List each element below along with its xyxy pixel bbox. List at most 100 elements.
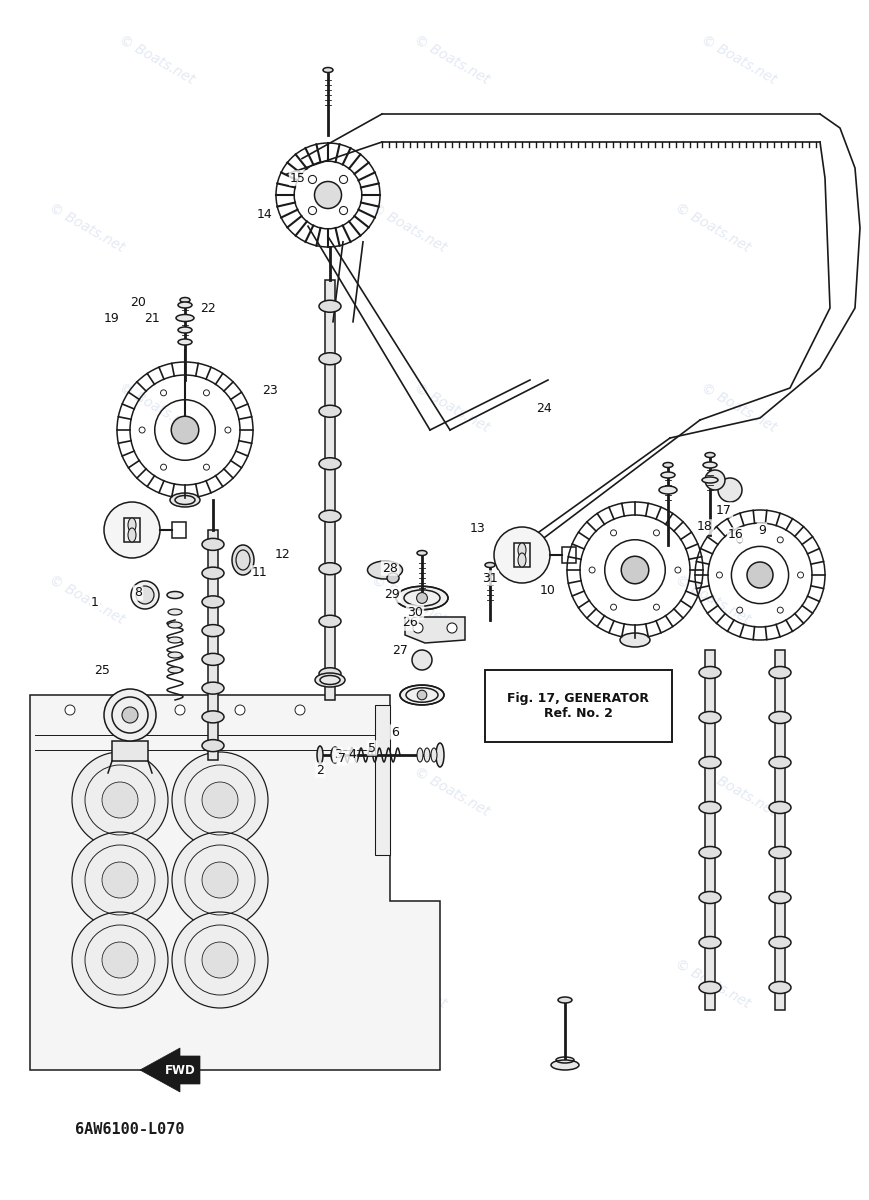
- Text: 18: 18: [697, 521, 713, 534]
- Ellipse shape: [323, 67, 333, 72]
- Circle shape: [621, 557, 649, 583]
- Text: Fig. 17, GENERATOR
Ref. No. 2: Fig. 17, GENERATOR Ref. No. 2: [507, 691, 649, 720]
- Ellipse shape: [769, 756, 791, 768]
- Ellipse shape: [202, 710, 224, 722]
- Text: © Boats.net: © Boats.net: [116, 380, 196, 436]
- Circle shape: [611, 604, 616, 610]
- Ellipse shape: [659, 486, 677, 494]
- Ellipse shape: [396, 587, 448, 610]
- Circle shape: [122, 707, 138, 722]
- Circle shape: [172, 752, 268, 848]
- Text: 11: 11: [252, 566, 268, 580]
- Text: 8: 8: [134, 587, 142, 600]
- Text: © Boats.net: © Boats.net: [412, 380, 492, 436]
- Ellipse shape: [168, 608, 182, 614]
- Circle shape: [172, 912, 268, 1008]
- Text: 9: 9: [758, 523, 766, 536]
- Ellipse shape: [176, 314, 194, 322]
- Ellipse shape: [168, 622, 182, 628]
- Ellipse shape: [769, 982, 791, 994]
- Ellipse shape: [202, 568, 224, 580]
- Ellipse shape: [769, 846, 791, 858]
- Text: 7: 7: [338, 751, 346, 764]
- Text: 28: 28: [382, 562, 398, 575]
- Bar: [112, 740, 148, 761]
- Text: © Boats.net: © Boats.net: [47, 200, 127, 256]
- Ellipse shape: [331, 746, 339, 763]
- Circle shape: [102, 862, 138, 898]
- Polygon shape: [30, 695, 440, 1070]
- Ellipse shape: [417, 551, 427, 556]
- Ellipse shape: [699, 666, 721, 678]
- Text: 5: 5: [368, 742, 376, 755]
- Circle shape: [202, 942, 238, 978]
- Circle shape: [72, 912, 168, 1008]
- Polygon shape: [140, 1048, 200, 1092]
- Circle shape: [104, 502, 160, 558]
- Ellipse shape: [128, 518, 136, 532]
- Text: 4: 4: [348, 749, 356, 762]
- Ellipse shape: [424, 748, 430, 762]
- Circle shape: [308, 175, 316, 184]
- Text: © Boats.net: © Boats.net: [699, 32, 779, 88]
- Text: 2: 2: [316, 763, 324, 776]
- Ellipse shape: [699, 936, 721, 948]
- Ellipse shape: [202, 596, 224, 608]
- Circle shape: [653, 530, 660, 536]
- Circle shape: [611, 530, 616, 536]
- Circle shape: [72, 832, 168, 928]
- Ellipse shape: [178, 338, 192, 346]
- Text: 16: 16: [728, 528, 744, 541]
- Text: 26: 26: [402, 617, 418, 630]
- Ellipse shape: [769, 936, 791, 948]
- Ellipse shape: [769, 802, 791, 814]
- Ellipse shape: [699, 802, 721, 814]
- Ellipse shape: [178, 326, 192, 332]
- Bar: [172, 522, 186, 538]
- Text: 25: 25: [94, 664, 110, 677]
- Bar: [514, 542, 530, 566]
- Circle shape: [798, 572, 804, 578]
- Text: © Boats.net: © Boats.net: [673, 200, 753, 256]
- Ellipse shape: [319, 510, 341, 522]
- Ellipse shape: [620, 634, 650, 647]
- Text: 19: 19: [104, 312, 120, 324]
- Ellipse shape: [551, 1060, 579, 1070]
- Ellipse shape: [202, 682, 224, 694]
- Ellipse shape: [232, 545, 254, 575]
- Ellipse shape: [769, 892, 791, 904]
- Circle shape: [136, 586, 154, 604]
- Ellipse shape: [319, 616, 341, 628]
- Text: © Boats.net: © Boats.net: [368, 572, 448, 628]
- Circle shape: [171, 416, 199, 444]
- Circle shape: [295, 704, 305, 715]
- Ellipse shape: [317, 746, 323, 764]
- Ellipse shape: [202, 625, 224, 637]
- Ellipse shape: [168, 652, 182, 658]
- Ellipse shape: [705, 452, 715, 457]
- Ellipse shape: [319, 406, 341, 418]
- Circle shape: [737, 536, 743, 542]
- Circle shape: [747, 562, 773, 588]
- Circle shape: [737, 607, 743, 613]
- Ellipse shape: [518, 542, 526, 557]
- Bar: [325, 280, 335, 700]
- Text: 29: 29: [384, 588, 400, 601]
- Bar: [375, 704, 390, 854]
- Text: © Boats.net: © Boats.net: [116, 764, 196, 820]
- Ellipse shape: [178, 302, 192, 308]
- Circle shape: [416, 593, 428, 604]
- Circle shape: [115, 704, 125, 715]
- Ellipse shape: [769, 712, 791, 724]
- Circle shape: [653, 604, 660, 610]
- Ellipse shape: [699, 712, 721, 724]
- Ellipse shape: [180, 298, 190, 302]
- Circle shape: [202, 782, 238, 818]
- Ellipse shape: [769, 666, 791, 678]
- Text: 24: 24: [536, 402, 552, 414]
- Polygon shape: [405, 617, 465, 643]
- Circle shape: [308, 206, 316, 215]
- Bar: [124, 518, 140, 542]
- Ellipse shape: [319, 353, 341, 365]
- Text: © Boats.net: © Boats.net: [699, 764, 779, 820]
